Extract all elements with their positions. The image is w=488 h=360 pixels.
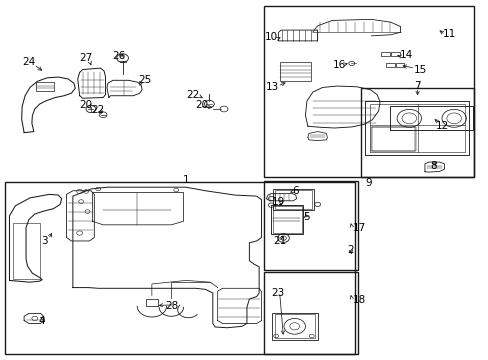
Text: 9: 9	[365, 178, 371, 188]
Text: 22: 22	[91, 105, 104, 115]
Text: 6: 6	[292, 186, 298, 197]
Bar	[13, 223, 40, 279]
Bar	[271, 205, 303, 234]
Bar	[264, 181, 357, 270]
Bar	[36, 82, 54, 91]
Bar	[274, 190, 312, 210]
Bar	[385, 63, 394, 67]
Bar	[390, 52, 399, 56]
Text: 12: 12	[434, 121, 447, 131]
Text: 2: 2	[346, 245, 353, 255]
Text: 20: 20	[80, 100, 92, 110]
Text: 16: 16	[332, 60, 346, 70]
Text: 3: 3	[41, 236, 48, 246]
Bar	[264, 272, 357, 354]
Text: 18: 18	[352, 295, 365, 305]
Text: 11: 11	[442, 29, 455, 39]
Bar	[370, 127, 415, 151]
Bar	[380, 52, 389, 56]
Bar	[271, 313, 318, 339]
Text: 7: 7	[413, 81, 420, 91]
Text: 13: 13	[265, 82, 279, 93]
Bar	[395, 63, 404, 67]
Text: 25: 25	[138, 75, 151, 85]
Text: 20: 20	[194, 100, 207, 111]
Bar	[146, 299, 158, 306]
Text: 27: 27	[79, 53, 92, 63]
Text: 17: 17	[352, 224, 365, 233]
Text: 24: 24	[22, 57, 36, 67]
Text: 4: 4	[39, 316, 45, 325]
Bar	[264, 6, 473, 177]
Bar	[360, 88, 473, 177]
Text: 5: 5	[303, 212, 309, 221]
Bar	[274, 315, 315, 338]
Text: 26: 26	[112, 51, 125, 61]
Text: 28: 28	[165, 301, 179, 311]
Bar	[279, 62, 311, 81]
Text: 19: 19	[271, 197, 285, 207]
Bar	[272, 206, 301, 233]
Bar	[371, 127, 414, 151]
Text: 22: 22	[186, 90, 200, 100]
Bar	[272, 189, 314, 211]
Text: 23: 23	[270, 288, 284, 298]
Text: 1: 1	[183, 175, 189, 185]
Text: 14: 14	[399, 50, 412, 60]
Bar	[4, 182, 354, 354]
Text: 21: 21	[272, 236, 285, 246]
Text: 15: 15	[413, 64, 427, 75]
Text: 8: 8	[429, 161, 436, 171]
Text: 10: 10	[264, 32, 277, 41]
